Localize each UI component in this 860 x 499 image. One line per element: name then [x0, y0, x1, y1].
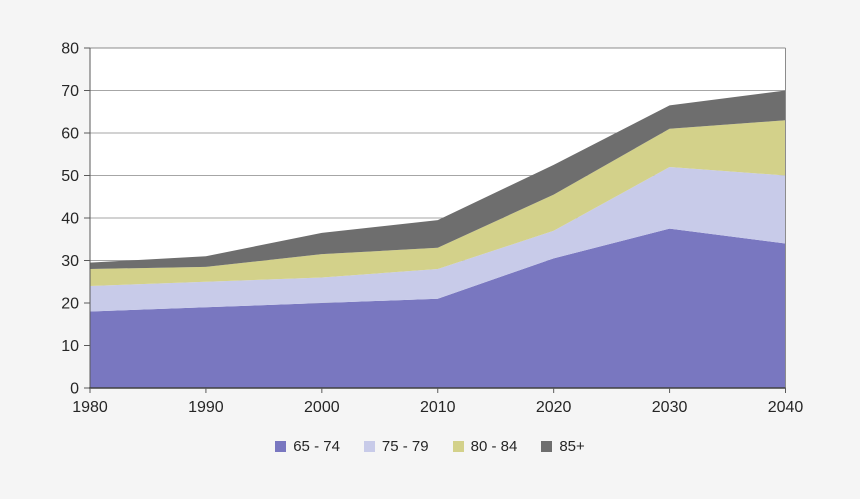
area-75-79: [90, 167, 786, 312]
y-tick-label: 10: [61, 338, 79, 355]
x-tick-label: 2020: [536, 399, 572, 416]
x-tick-label: 1980: [72, 399, 108, 416]
x-tick-label: 2030: [652, 399, 688, 416]
legend-swatch-85plus: [541, 441, 553, 452]
y-tick-label: 0: [70, 381, 79, 398]
x-tick-label: 2010: [420, 399, 456, 416]
y-tick-label: 60: [61, 126, 79, 143]
y-tick-label: 20: [61, 296, 79, 313]
legend-label-65-74: 65 - 74: [293, 438, 340, 455]
x-tick-label: 1990: [188, 399, 224, 416]
legend-item-80-84: 80 - 84: [452, 438, 518, 455]
chart-legend: 65 - 74 75 - 79 80 - 84 85+: [0, 439, 860, 454]
y-tick-label: 30: [61, 253, 79, 270]
y-tick-label: 40: [61, 211, 79, 228]
legend-label-80-84: 80 - 84: [470, 438, 518, 455]
x-tick-label: 2040: [768, 399, 804, 416]
legend-label-75-79: 75 - 79: [381, 438, 429, 455]
legend-label-85plus: 85+: [559, 438, 585, 455]
area-65-74: [90, 228, 786, 388]
y-tick-label: 50: [61, 168, 79, 185]
y-tick-label: 70: [61, 83, 79, 100]
legend-item-75-79: 75 - 79: [363, 438, 429, 455]
legend-swatch-75-79: [363, 441, 375, 452]
area-85plus: [90, 90, 786, 269]
legend-swatch-80-84: [452, 441, 464, 452]
y-tick-label: 80: [61, 41, 79, 58]
x-tick-label: 2000: [304, 399, 340, 416]
legend-item-65-74: 65 - 74: [275, 439, 340, 454]
legend-swatch-65-74: [275, 441, 287, 452]
legend-item-85plus: 85+: [541, 438, 585, 455]
